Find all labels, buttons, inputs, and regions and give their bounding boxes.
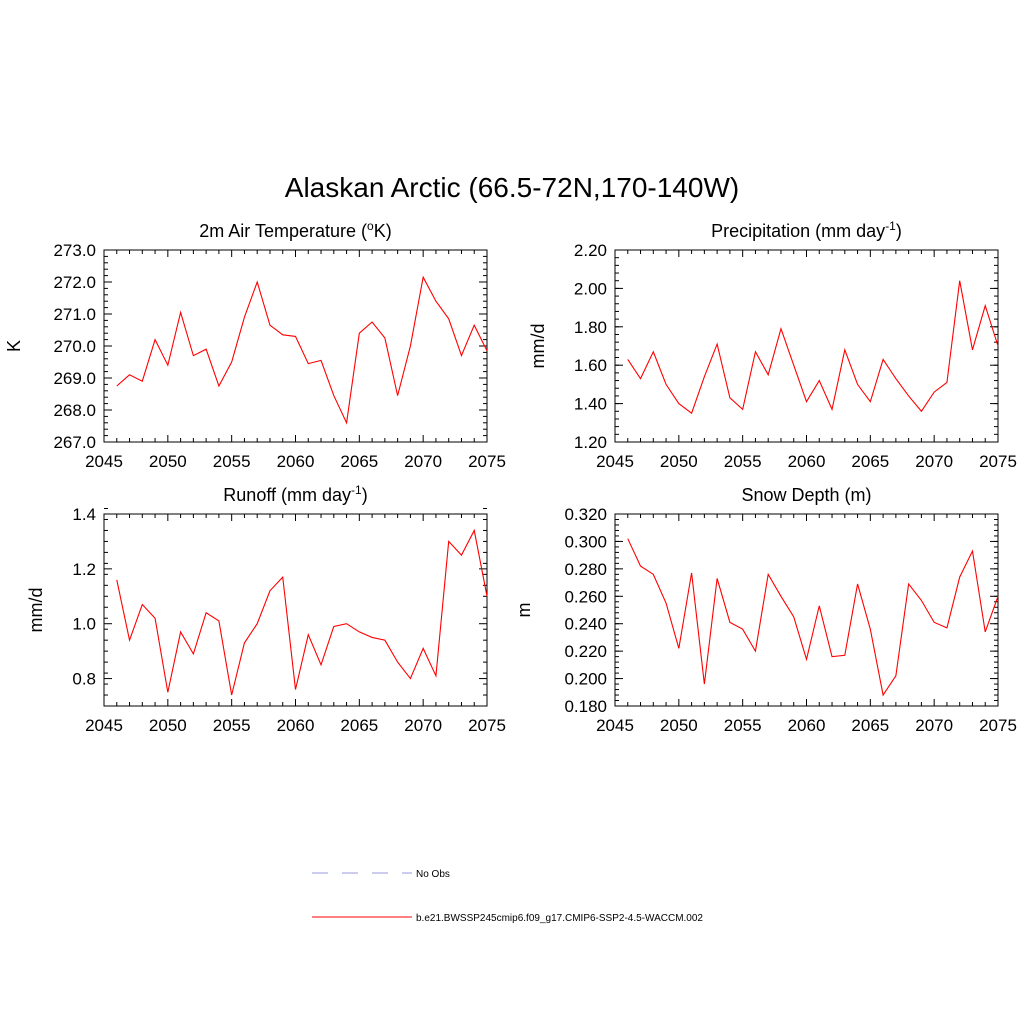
x-tick-label: 2050 — [660, 452, 698, 471]
y-axis-label-temperature: K — [4, 340, 24, 352]
y-tick-label: 1.60 — [574, 356, 607, 375]
x-tick-label: 2070 — [404, 452, 442, 471]
legend-label-no-obs: No Obs — [416, 869, 450, 880]
panel-title-runoff: Runoff (mm day-1) — [223, 483, 367, 505]
plot-frame-precipitation — [614, 249, 999, 443]
series-line-temperature — [116, 275, 488, 425]
y-tick-label: 0.8 — [72, 670, 96, 689]
y-tick-label: 2.00 — [574, 279, 607, 298]
y-tick-label: 1.2 — [72, 560, 96, 579]
x-tick-label: 2075 — [468, 716, 506, 735]
y-tick-label: 271.0 — [53, 305, 96, 324]
panel-title-text: Snow Depth (m) — [741, 485, 871, 505]
y-axis-label-runoff: mm/d — [26, 588, 46, 633]
panel-title-suffix: ) — [896, 221, 902, 241]
x-tick-label: 2060 — [277, 452, 315, 471]
y-tick-label: 0.320 — [564, 505, 607, 524]
x-tick-label: 2070 — [915, 716, 953, 735]
x-tick-label: 2060 — [788, 452, 826, 471]
panel-title-snow-depth: Snow Depth (m) — [741, 485, 871, 505]
panel-title-suffix: K) — [374, 221, 392, 241]
x-tick-label: 2050 — [149, 716, 187, 735]
panel-title-text: Precipitation (mm day — [711, 221, 885, 241]
y-tick-label: 0.300 — [564, 532, 607, 551]
x-tick-label: 2055 — [724, 716, 762, 735]
series-line-runoff — [116, 528, 488, 696]
x-tick-label: 2075 — [979, 452, 1017, 471]
panels: 2m Air Temperature (oK) K 2045 2050 2055 2060… — [4, 219, 1017, 735]
y-tick-label: 0.280 — [564, 560, 607, 579]
x-tick-label: 2065 — [851, 716, 889, 735]
y-tick-label: 0.180 — [564, 697, 607, 716]
series-line-snow-depth — [627, 538, 999, 697]
x-tick-label: 2065 — [340, 716, 378, 735]
y-tick-label: 0.220 — [564, 642, 607, 661]
panel-title-text: 2m Air Temperature ( — [199, 221, 367, 241]
legend: No Obs b.e21.BWSSP245cmip6.f09_g17.CMIP6… — [312, 869, 703, 924]
panel-title-suffix: ) — [362, 485, 368, 505]
x-tick-label: 2055 — [724, 452, 762, 471]
x-tick-label: 2060 — [277, 716, 315, 735]
y-axis-label-precipitation: mm/d — [528, 324, 548, 369]
x-tick-label: 2070 — [915, 452, 953, 471]
panel-temperature: 2m Air Temperature (oK) K 2045 2050 2055 2060… — [4, 219, 506, 471]
y-tick-label: 1.4 — [72, 505, 96, 524]
y-tick-label: 269.0 — [53, 369, 96, 388]
y-tick-label: 272.0 — [53, 273, 96, 292]
x-tick-label: 2075 — [468, 452, 506, 471]
y-tick-label: 1.20 — [574, 433, 607, 452]
x-tick-label: 2055 — [213, 452, 251, 471]
main-title: Alaskan Arctic (66.5-72N,170-140W) — [285, 172, 739, 203]
x-tick-label: 2065 — [851, 452, 889, 471]
x-tick-label: 2065 — [340, 452, 378, 471]
series-line-precipitation — [627, 280, 999, 415]
y-tick-label: 1.0 — [72, 615, 96, 634]
plot-frame-temperature — [103, 249, 488, 443]
panel-title-precipitation: Precipitation (mm day-1) — [711, 219, 902, 241]
panel-title-superscript: o — [367, 219, 374, 233]
y-tick-label: 1.40 — [574, 395, 607, 414]
panel-runoff: Runoff (mm day-1) mm/d 2045 2050 2055 2060 206… — [26, 483, 506, 735]
x-tick-label: 2050 — [660, 716, 698, 735]
panel-title-superscript: -1 — [885, 219, 896, 233]
x-tick-label: 2050 — [149, 452, 187, 471]
x-tick-label: 2045 — [85, 452, 123, 471]
y-axis-label-snow-depth: m — [514, 603, 534, 618]
x-tick-label: 2045 — [85, 716, 123, 735]
y-tick-label: 0.200 — [564, 670, 607, 689]
y-tick-label: 0.240 — [564, 615, 607, 634]
y-tick-label: 270.0 — [53, 337, 96, 356]
plot-frame-snow-depth — [614, 513, 999, 707]
y-tick-label: 0.260 — [564, 587, 607, 606]
y-tick-label: 273.0 — [53, 241, 96, 260]
x-tick-label: 2055 — [213, 716, 251, 735]
panel-snow-depth: Snow Depth (m) m 2045 2050 2055 2060 2065 2070 2… — [514, 485, 1017, 735]
x-tick-label: 2045 — [596, 716, 634, 735]
legend-label-model: b.e21.BWSSP245cmip6.f09_g17.CMIP6-SSP2-4… — [416, 913, 703, 924]
x-tick-label: 2045 — [596, 452, 634, 471]
panel-title-text: Runoff (mm day — [223, 485, 351, 505]
panel-title-superscript: -1 — [351, 483, 362, 497]
y-tick-label: 268.0 — [53, 401, 96, 420]
y-tick-label: 1.80 — [574, 318, 607, 337]
panel-title-temperature: 2m Air Temperature (oK) — [199, 219, 391, 241]
y-tick-label: 267.0 — [53, 433, 96, 452]
x-tick-label: 2060 — [788, 716, 826, 735]
y-tick-label: 2.20 — [574, 241, 607, 260]
panel-precipitation: Precipitation (mm day-1) mm/d 2045 2050 2055… — [528, 219, 1017, 471]
x-tick-label: 2075 — [979, 716, 1017, 735]
x-tick-label: 2070 — [404, 716, 442, 735]
plot-frame-runoff — [103, 513, 488, 707]
